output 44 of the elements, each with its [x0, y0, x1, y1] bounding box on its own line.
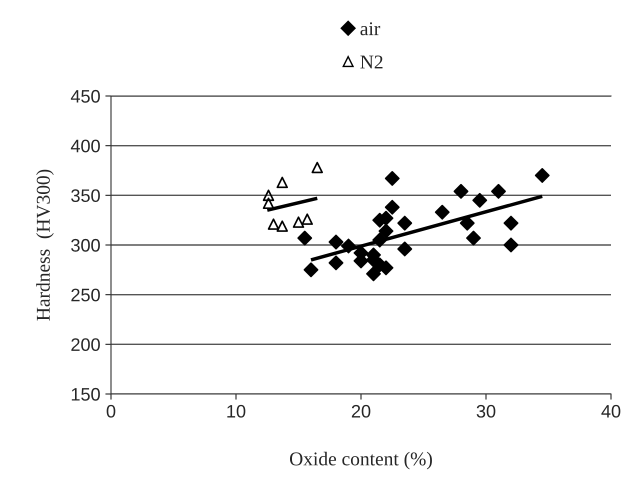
legend-label: N2	[360, 56, 383, 68]
y-tick-label: 250	[71, 288, 100, 302]
point	[534, 168, 550, 183]
point	[466, 230, 481, 246]
point	[302, 213, 313, 225]
point	[328, 255, 344, 270]
x-axis-title: Oxide content (%)	[290, 452, 432, 470]
x-tick-label: 40	[601, 404, 620, 418]
point	[504, 216, 518, 231]
point	[378, 224, 394, 239]
point	[341, 238, 356, 254]
point	[397, 242, 412, 256]
legend-label: air	[360, 22, 380, 36]
point	[454, 184, 468, 199]
point	[491, 184, 506, 199]
y-tick-label: 150	[72, 388, 100, 401]
point	[276, 176, 288, 188]
x-tick-label: 30	[476, 404, 496, 418]
point	[366, 266, 381, 282]
point	[434, 204, 450, 220]
point	[384, 171, 400, 186]
point	[397, 216, 412, 231]
x-tick-label: 10	[227, 404, 246, 418]
x-tick-label: 0	[106, 404, 116, 418]
point	[268, 218, 280, 230]
y-tick-label: 200	[71, 338, 100, 352]
point	[304, 262, 318, 278]
point	[262, 198, 274, 210]
y-tick-label: 400	[70, 140, 100, 152]
point	[372, 232, 388, 248]
y-tick-label: 300	[71, 238, 100, 252]
y-tick-label: 450	[70, 90, 100, 103]
point	[262, 190, 274, 202]
point	[292, 216, 304, 228]
y-tick-label: 350	[71, 189, 100, 202]
point	[276, 220, 288, 232]
point	[504, 238, 518, 252]
point	[328, 234, 344, 250]
point	[297, 230, 312, 246]
point	[312, 162, 323, 174]
point	[384, 200, 400, 215]
y-axis-title: Hardness (HV300)	[36, 170, 54, 321]
x-tick-label: 20	[352, 404, 370, 418]
point	[472, 192, 488, 208]
